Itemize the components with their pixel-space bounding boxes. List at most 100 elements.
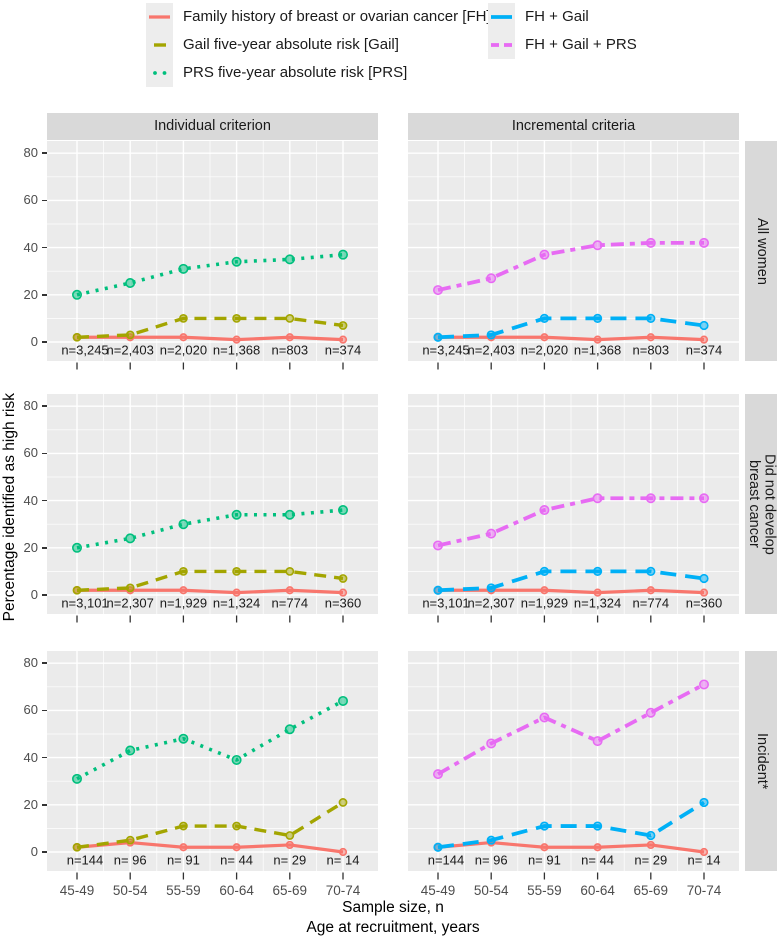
y-tick-label: 0 <box>30 844 38 859</box>
y-tick-mark <box>42 199 47 202</box>
data-point-PRS <box>178 733 189 744</box>
sample-size-label: n=3,101 <box>422 596 469 611</box>
data-point-Gail <box>232 821 241 831</box>
data-point-FH <box>179 586 188 595</box>
x-tick-label: 65-69 <box>633 883 669 898</box>
series-line-FHGailPRS <box>437 496 704 548</box>
data-point-PRS <box>71 773 82 784</box>
series-line-FH <box>438 588 705 595</box>
data-point-FH <box>232 843 241 852</box>
data-point-FH <box>338 335 348 344</box>
panel-incremental-row3: n=144 n= 96 n= 91 n= 44 n= 29 n= 14 <box>408 651 739 880</box>
x-tick-label: 50-54 <box>473 883 509 898</box>
sample-size-label: n= 91 <box>528 853 561 868</box>
sample-size-label: n=1,929 <box>160 596 207 611</box>
series-line-FHGailPRS <box>437 682 705 776</box>
data-point-FH <box>285 586 294 595</box>
data-point-FHGail <box>433 585 443 595</box>
series-line-FH <box>437 840 705 854</box>
sample-size-label: n=3,101 <box>61 596 108 611</box>
series-line-PRS <box>76 699 344 781</box>
data-point-FH <box>232 588 241 597</box>
data-point-Gail <box>125 583 135 593</box>
data-point-Gail <box>285 831 295 840</box>
data-point-FHGailPRS <box>486 528 497 539</box>
data-point-FH <box>179 333 188 342</box>
data-point-Gail <box>285 313 295 323</box>
data-point-FHGail <box>646 830 656 841</box>
data-point-FHGailPRS <box>486 273 497 284</box>
data-point-Gail <box>338 321 348 330</box>
data-point-FH <box>540 843 549 852</box>
data-point-FHGail <box>646 566 656 576</box>
data-point-FHGail <box>486 583 496 593</box>
data-point-FH <box>285 840 294 850</box>
data-point-PRS <box>284 509 295 520</box>
data-point-FHGailPRS <box>592 240 603 251</box>
data-point-FHGailPRS <box>486 738 497 749</box>
legend-label-PRS: PRS five-year absolute risk [PRS] <box>183 64 408 81</box>
data-point-FH <box>699 335 709 344</box>
data-point-FHGail <box>593 313 603 323</box>
row-strip-all-women: All women <box>745 141 777 361</box>
data-point-FH <box>593 843 602 852</box>
y-tick-mark <box>42 246 47 249</box>
data-point-FHGailPRS <box>592 736 603 747</box>
series-line-Gail <box>76 800 344 849</box>
y-tick-mark <box>42 662 47 664</box>
sample-size-label: n= 14 <box>688 853 721 868</box>
sample-size-label: n=1,368 <box>574 343 621 358</box>
legend-label-FHGailPRS: FH + Gail + PRS <box>525 36 637 53</box>
sample-size-label: n= 29 <box>634 853 667 868</box>
data-point-FHGail <box>433 842 443 852</box>
y-tick-label: 20 <box>23 539 38 555</box>
data-point-FH <box>593 335 602 344</box>
row-strip-incident-label: Incident* <box>753 732 770 790</box>
data-point-FH <box>646 333 655 342</box>
y-tick-mark <box>42 756 47 759</box>
data-point-FHGail <box>593 566 603 576</box>
data-point-FHGailPRS <box>432 285 443 296</box>
data-point-FHGail <box>699 797 709 808</box>
sample-size-label: n=803 <box>633 343 670 358</box>
sample-size-label: n=3,245 <box>61 343 108 358</box>
data-point-FHGailPRS <box>645 707 656 718</box>
x-tick-label: 70-74 <box>325 883 361 898</box>
data-point-FHGail <box>539 566 549 576</box>
data-point-PRS <box>178 263 189 274</box>
y-tick-label: 20 <box>23 796 38 812</box>
data-point-FHGail <box>646 313 656 323</box>
data-point-FH <box>646 840 655 850</box>
data-point-FH <box>285 333 294 342</box>
data-point-FH <box>540 333 549 342</box>
sample-size-label: n= 96 <box>114 853 147 868</box>
sample-size-label: n=2,307 <box>468 596 515 611</box>
data-point-Gail <box>72 585 82 595</box>
sample-size-label: n=374 <box>325 343 362 358</box>
data-point-PRS <box>231 754 242 765</box>
data-point-PRS <box>71 289 82 300</box>
data-point-FH <box>646 586 655 595</box>
x-axis-title-sample-size: Sample size, n <box>342 899 444 916</box>
column-strip-incremental-criteria: Incremental criteria <box>408 113 739 140</box>
legend-label-FHGail: FH + Gail <box>525 8 589 25</box>
x-axis-title-age: Age at recruitment, years <box>306 919 480 936</box>
legend-label-Gail: Gail five-year absolute risk [Gail] <box>183 36 399 53</box>
sample-size-label: n=803 <box>272 343 309 358</box>
sample-size-label: n=1,324 <box>574 596 621 611</box>
data-point-FHGail <box>699 573 709 584</box>
y-tick-label: 40 <box>23 239 38 255</box>
data-point-FH <box>593 588 602 597</box>
data-point-FHGailPRS <box>539 712 550 723</box>
data-point-Gail <box>338 798 348 807</box>
x-tick-label: 60-64 <box>219 883 254 898</box>
data-point-FHGail <box>486 330 496 340</box>
sample-size-label: n=1,324 <box>213 596 260 611</box>
y-tick-mark <box>42 152 47 154</box>
x-tick-label: 55-59 <box>527 883 562 898</box>
sample-size-label: n=374 <box>686 343 723 358</box>
sample-size-label: n= 44 <box>220 853 253 868</box>
series-line-FH <box>77 588 344 595</box>
